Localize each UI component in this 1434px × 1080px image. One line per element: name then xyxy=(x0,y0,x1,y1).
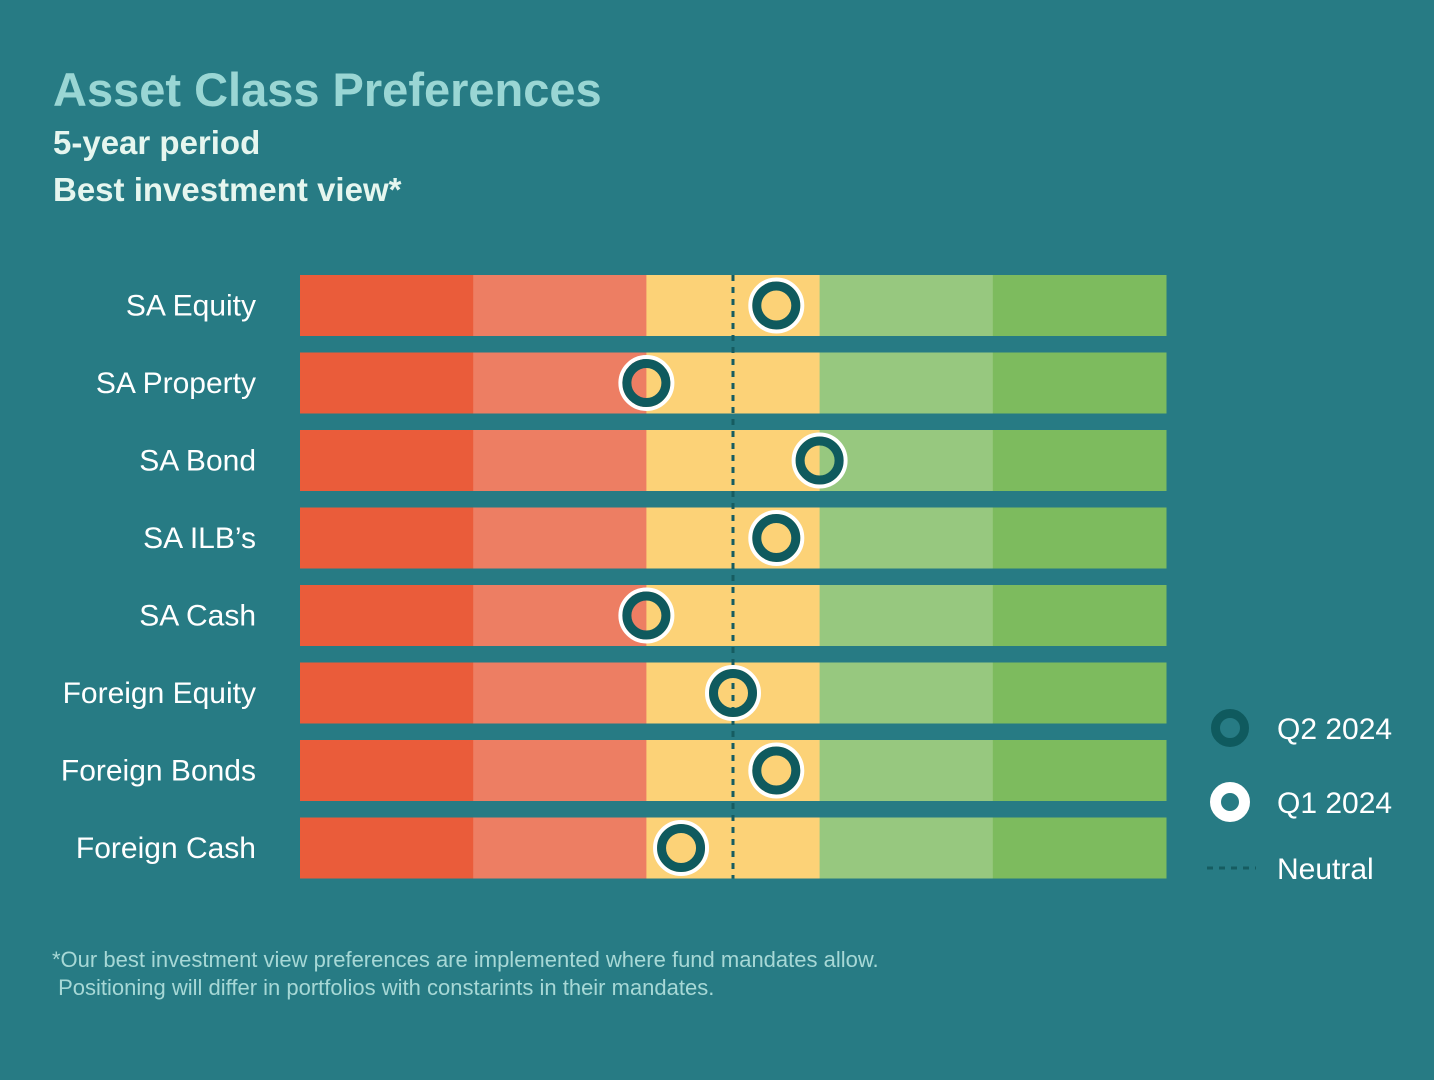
chart-subtitle-period: 5-year period xyxy=(53,124,261,161)
marker-q2-2024-sa-property xyxy=(622,359,671,407)
band-foreign-cash-5 xyxy=(992,817,1167,879)
row-label-sa-property: SA Property xyxy=(96,367,256,400)
band-sa-bond-2 xyxy=(473,430,647,491)
marker-q2-2024-foreign-bonds xyxy=(752,746,801,795)
chart-title: Asset Class Preferences xyxy=(53,63,602,116)
band-foreign-equity-5 xyxy=(992,662,1167,724)
band-sa-ilb-s-4 xyxy=(819,507,994,569)
band-sa-ilb-s-2 xyxy=(473,507,647,569)
marker-q1-2024-foreign-cash xyxy=(653,820,710,876)
band-sa-cash-1 xyxy=(300,585,474,646)
band-sa-ilb-s-1 xyxy=(300,507,474,569)
band-foreign-bonds-5 xyxy=(992,740,1167,801)
band-foreign-bonds-1 xyxy=(300,740,474,801)
marker-q1-2024-foreign-bonds xyxy=(748,742,805,799)
band-sa-bond-4 xyxy=(819,430,994,491)
band-sa-property-5 xyxy=(992,352,1167,414)
marker-q2-2024-sa-cash xyxy=(622,591,671,640)
band-sa-property-4 xyxy=(819,352,994,414)
legend-marker-q2-2024 xyxy=(1211,709,1249,747)
band-foreign-equity-2 xyxy=(473,662,647,724)
row-label-sa-cash: SA Cash xyxy=(139,600,256,633)
band-foreign-cash-1 xyxy=(300,817,474,879)
band-sa-ilb-s-5 xyxy=(992,507,1167,569)
legend-label-neutral: Neutral xyxy=(1277,853,1374,886)
row-label-sa-bond: SA Bond xyxy=(139,445,256,478)
marker-q1-2024-sa-property xyxy=(618,355,675,411)
footnote-line-2: Positioning will differ in portfolios wi… xyxy=(52,975,715,1000)
marker-q1-2024-foreign-equity xyxy=(705,665,761,721)
marker-q2-2024-foreign-equity xyxy=(709,669,757,717)
chart-subtitle-view: Best investment view* xyxy=(53,171,402,208)
row-label-sa-equity: SA Equity xyxy=(126,290,256,323)
legend-label-q1-2024: Q1 2024 xyxy=(1277,787,1392,820)
band-foreign-cash-4 xyxy=(819,817,994,879)
band-sa-equity-1 xyxy=(300,275,474,336)
marker-q1-2024-sa-ilb-s xyxy=(748,510,805,566)
band-sa-bond-1 xyxy=(300,430,474,491)
row-label-sa-ilb-s: SA ILB’s xyxy=(143,522,256,555)
band-sa-cash-2 xyxy=(473,585,647,646)
marker-q1-2024-sa-equity xyxy=(748,277,805,334)
band-sa-equity-4 xyxy=(819,275,994,336)
band-foreign-equity-4 xyxy=(819,662,994,724)
band-foreign-bonds-4 xyxy=(819,740,994,801)
marker-q1-2024-sa-bond xyxy=(791,432,848,489)
band-sa-cash-5 xyxy=(992,585,1167,646)
band-sa-equity-2 xyxy=(473,275,647,336)
band-sa-property-1 xyxy=(300,352,474,414)
footnote: *Our best investment view preferences ar… xyxy=(52,946,879,1002)
legend-label-q2-2024: Q2 2024 xyxy=(1277,713,1392,746)
marker-q2-2024-sa-equity xyxy=(752,281,801,330)
band-foreign-equity-1 xyxy=(300,662,474,724)
band-foreign-bonds-2 xyxy=(473,740,647,801)
marker-q2-2024-sa-ilb-s xyxy=(752,514,801,562)
band-sa-bond-5 xyxy=(992,430,1167,491)
row-label-foreign-equity: Foreign Equity xyxy=(63,677,256,710)
band-sa-equity-5 xyxy=(992,275,1167,336)
band-sa-property-2 xyxy=(473,352,647,414)
row-label-foreign-cash: Foreign Cash xyxy=(76,832,256,865)
legend-marker-q1-2024 xyxy=(1210,782,1250,822)
band-foreign-cash-2 xyxy=(473,817,647,879)
marker-q1-2024-sa-cash xyxy=(618,587,675,644)
row-label-foreign-bonds: Foreign Bonds xyxy=(61,755,256,788)
marker-q2-2024-foreign-cash xyxy=(657,824,706,872)
footnote-line-1: *Our best investment view preferences ar… xyxy=(52,947,879,972)
marker-q2-2024-sa-bond xyxy=(795,436,844,485)
band-sa-cash-4 xyxy=(819,585,994,646)
